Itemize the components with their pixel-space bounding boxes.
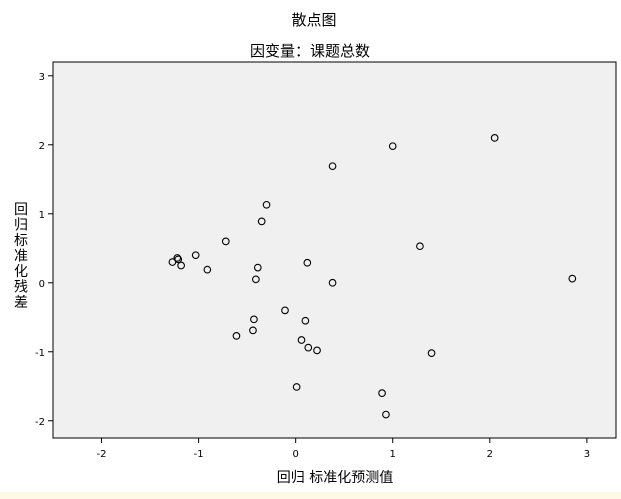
- data-point: [490, 134, 499, 142]
- y-tick-label: 2: [39, 141, 45, 152]
- data-point: [416, 242, 424, 251]
- y-axis: -2 -1 0 1 2 3: [35, 72, 53, 428]
- data-point: [297, 336, 306, 344]
- data-point: [304, 343, 313, 352]
- y-axis-title-char: 回: [14, 202, 28, 218]
- bottom-strip: [0, 492, 621, 499]
- x-tick-label: -2: [97, 449, 107, 460]
- x-tick-label: 2: [487, 449, 493, 460]
- x-tick-label: 0: [292, 449, 298, 460]
- data-point: [250, 315, 258, 324]
- y-tick-label: 1: [39, 210, 45, 221]
- y-tick-label: -1: [35, 348, 45, 359]
- data-point: [173, 254, 182, 262]
- y-axis-title-char: 化: [14, 264, 28, 280]
- data-point: [281, 306, 289, 315]
- plot-area: [52, 61, 617, 439]
- data-point: [203, 265, 212, 274]
- y-axis-title-char: 归: [14, 217, 28, 234]
- data-point: [378, 389, 386, 398]
- y-tick-label: 3: [39, 72, 45, 83]
- data-point: [249, 326, 257, 335]
- data-point: [191, 251, 200, 260]
- y-axis-title-char: 差: [14, 295, 28, 311]
- data-point: [313, 346, 321, 355]
- y-axis-title-char: 标: [14, 233, 28, 249]
- y-tick-label: 0: [39, 279, 45, 290]
- x-tick-label: 3: [584, 449, 590, 460]
- x-tick-label: 1: [390, 449, 396, 460]
- x-tick-label: -1: [194, 449, 204, 460]
- chart-subtitle: 因变量：课题总数: [250, 42, 370, 60]
- data-point: [568, 274, 577, 283]
- data-point: [301, 316, 310, 325]
- data-point: [262, 200, 271, 209]
- data-point: [328, 278, 337, 287]
- data-point: [177, 261, 185, 270]
- data-point: [427, 349, 436, 357]
- data-point: [252, 275, 260, 284]
- chart-title: 散点图: [291, 11, 336, 29]
- data-point: [292, 383, 301, 391]
- y-axis-title-char: 残: [14, 280, 28, 296]
- data-point: [168, 258, 177, 266]
- data-point: [328, 162, 337, 171]
- data-point: [382, 410, 390, 419]
- x-axis: -2 -1 0 1 2 3: [97, 438, 590, 460]
- data-points: [168, 134, 577, 419]
- data-point: [221, 237, 230, 246]
- data-point: [388, 142, 397, 151]
- x-axis-title: 回归 标准化预测值: [277, 469, 393, 486]
- data-point: [253, 263, 262, 272]
- y-axis-title-char: 准: [14, 249, 28, 265]
- y-tick-label: -2: [35, 417, 45, 428]
- data-point: [303, 258, 312, 267]
- data-point: [232, 332, 241, 340]
- data-point: [257, 217, 266, 226]
